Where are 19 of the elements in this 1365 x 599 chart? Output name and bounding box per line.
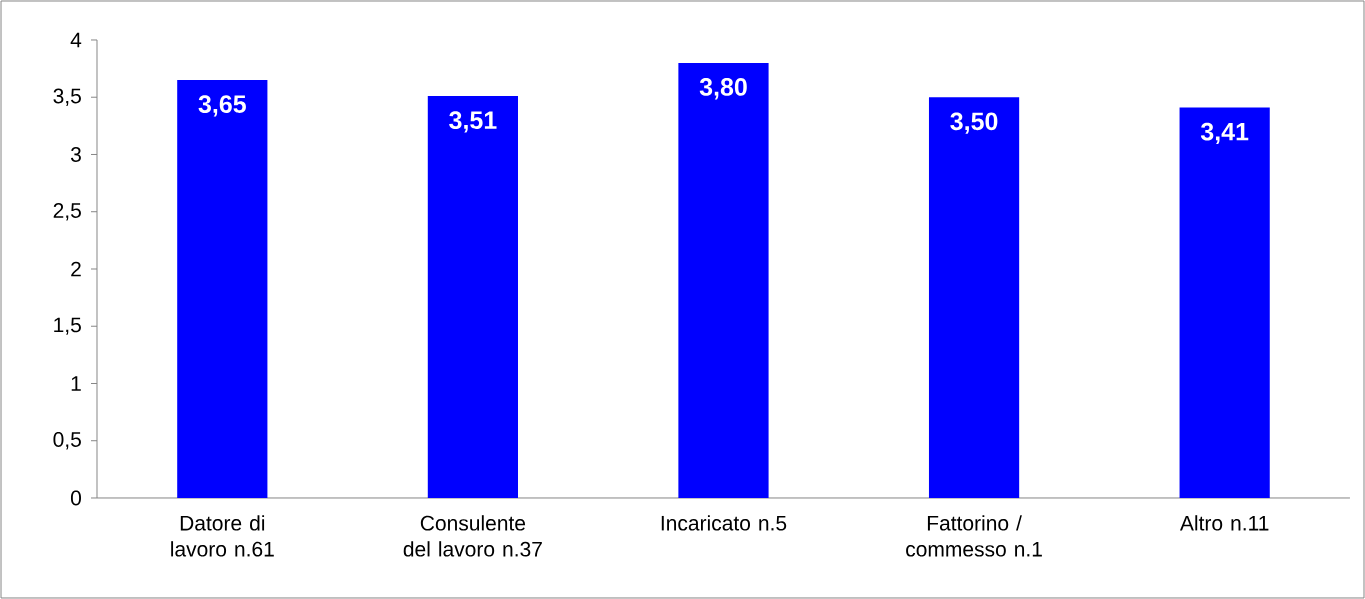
y-tick-label: 1 xyxy=(71,376,81,391)
data-label: 3,80 xyxy=(699,78,747,100)
y-tick-label: 3 xyxy=(70,147,81,162)
y-tick-label: 0 xyxy=(70,490,81,506)
x-tick-label: Datore di lavoro n.61 xyxy=(171,515,274,557)
y-tick-label: 0,5 xyxy=(53,432,81,450)
y-tick-label: 2 xyxy=(71,261,81,277)
x-tick-label: Fattorino / commesso n.1 xyxy=(906,515,1042,557)
x-tick-label: Incaricato n.5 xyxy=(661,515,787,531)
y-tick-label: 4 xyxy=(70,32,82,48)
data-label: 3,41 xyxy=(1200,122,1249,145)
y-tick-label: 2,5 xyxy=(53,203,81,221)
x-tick-label: Consulente del lavoro n.37 xyxy=(403,515,542,557)
y-tick-label: 3,5 xyxy=(53,88,81,106)
data-label: 3,65 xyxy=(198,95,246,117)
x-tick-label: Altro n.11 xyxy=(1179,515,1269,531)
data-label: 3,50 xyxy=(950,112,998,134)
data-label: 3,51 xyxy=(449,111,497,133)
y-tick-label: 1,5 xyxy=(54,317,81,335)
